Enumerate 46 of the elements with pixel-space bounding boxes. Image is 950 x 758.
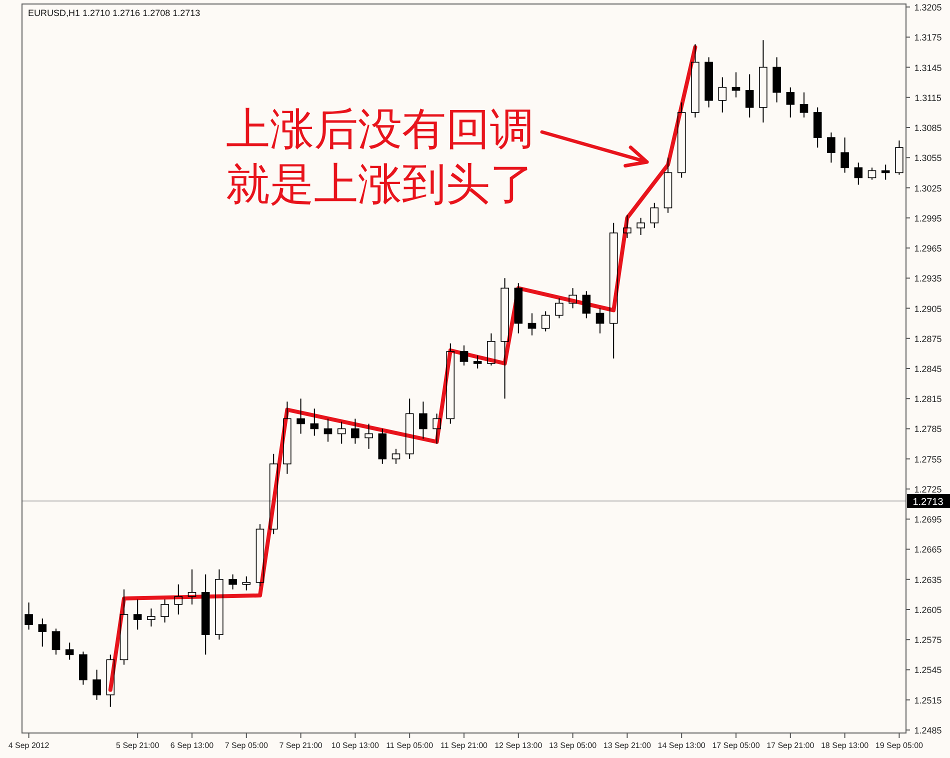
y-tick-label: 1.2545 xyxy=(914,665,942,676)
x-tick-label: 18 Sep 13:00 xyxy=(820,741,870,750)
y-tick-label: 1.2605 xyxy=(914,604,942,615)
x-tick-label: 6 Sep 13:00 xyxy=(170,741,214,750)
title: EURUSD,H1 1.2710 1.2716 1.2708 1.2713 xyxy=(28,8,200,18)
annotation: 就是上涨到头了 xyxy=(226,160,534,209)
x-tick-label: 4 Sep 2012 xyxy=(8,741,50,750)
y-tick-label: 1.2695 xyxy=(914,514,942,525)
x-tick-label: 13 Sep 05:00 xyxy=(548,741,598,750)
x-tick-label: 17 Sep 05:00 xyxy=(712,741,760,750)
ref-line-label: 1.2713 xyxy=(912,497,944,508)
x-tick-label: 7 Sep 21:00 xyxy=(279,741,323,750)
x-tick-label: 14 Sep 13:00 xyxy=(658,741,706,750)
x-tick-label: 19 Sep 05:00 xyxy=(875,741,924,750)
x-tick-label: 12 Sep 13:00 xyxy=(494,741,543,750)
x-tick-label: 17 Sep 21:00 xyxy=(766,741,815,750)
y-tick-label: 1.2485 xyxy=(914,725,942,736)
x-tick-label: 13 Sep 21:00 xyxy=(603,741,652,750)
y-tick-label: 1.2845 xyxy=(914,364,942,374)
y-tick-label: 1.2815 xyxy=(914,394,942,404)
y-tick-label: 1.2905 xyxy=(914,304,942,314)
x-tick-label: 11 Sep 21:00 xyxy=(440,741,488,750)
y-tick-label: 1.2995 xyxy=(914,213,942,224)
ref-label: 1.2713 xyxy=(907,494,950,508)
y-tick-label: 1.3055 xyxy=(914,153,942,164)
y-tick-label: 1.2515 xyxy=(914,695,942,706)
y-tick-label: 1.3025 xyxy=(914,183,942,194)
y-tick-label: 1.2965 xyxy=(914,244,942,254)
x-tick-label: 7 Sep 05:00 xyxy=(224,741,269,750)
y-tick-label: 1.2665 xyxy=(914,544,942,555)
y-tick-label: 1.2635 xyxy=(914,574,942,585)
annotation: 上涨后没有回调 xyxy=(226,105,534,154)
y-tick-label: 1.3115 xyxy=(914,92,942,103)
x-tick-label: 11 Sep 05:00 xyxy=(386,741,434,750)
y-tick-label: 1.2575 xyxy=(914,635,942,646)
x-tick-label: 10 Sep 13:00 xyxy=(331,741,380,750)
y-tick-label: 1.2755 xyxy=(914,454,942,464)
x-tick-label: 5 Sep 21:00 xyxy=(116,741,160,750)
y-tick-label: 1.3205 xyxy=(914,2,942,13)
y-tick-label: 1.3085 xyxy=(914,123,942,134)
y-tick-label: 1.3145 xyxy=(914,62,942,73)
y-tick-label: 1.2875 xyxy=(914,334,942,344)
y-tick-label: 1.3175 xyxy=(914,32,942,43)
y-tick-label: 1.2785 xyxy=(914,424,942,434)
y-tick-label: 1.2725 xyxy=(914,484,942,494)
y-tick-label: 1.2935 xyxy=(914,274,942,284)
